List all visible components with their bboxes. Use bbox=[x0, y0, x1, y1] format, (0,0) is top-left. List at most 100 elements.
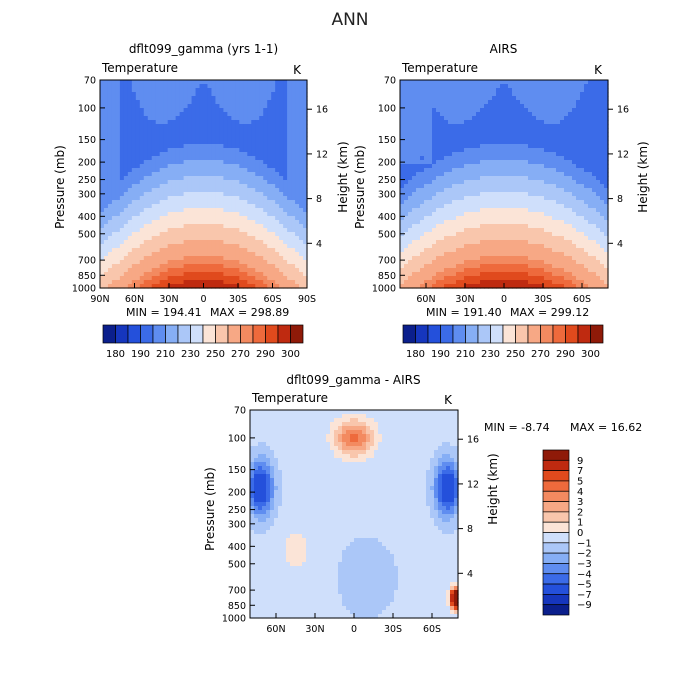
obs-field-cell bbox=[464, 232, 469, 237]
model-field-cell bbox=[295, 228, 300, 233]
model-field-cell bbox=[223, 168, 228, 173]
model-colorbar-swatch bbox=[115, 324, 129, 344]
model-field-cell bbox=[291, 236, 296, 241]
model-field-cell bbox=[167, 200, 173, 205]
model-field-cell bbox=[139, 180, 145, 185]
model-field-cell bbox=[243, 80, 248, 85]
obs-field-cell bbox=[536, 144, 541, 149]
model-field-cell bbox=[283, 180, 288, 185]
obs-field-cell bbox=[408, 132, 413, 137]
model-field-cell bbox=[291, 248, 296, 253]
model-field-cell bbox=[135, 252, 141, 257]
model-field-cell bbox=[123, 204, 129, 209]
model-field-cell bbox=[179, 88, 185, 93]
model-field-cell bbox=[283, 92, 288, 97]
model-field-cell bbox=[159, 268, 165, 273]
model-field-cell bbox=[127, 164, 133, 169]
model-field-cell bbox=[187, 160, 193, 165]
obs-field-cell bbox=[604, 144, 609, 149]
obs-field-cell bbox=[528, 92, 533, 97]
model-field-cell bbox=[159, 120, 165, 125]
model-field-cell bbox=[119, 232, 125, 237]
obs-field-cell bbox=[504, 88, 509, 93]
obs-field-cell bbox=[540, 204, 545, 209]
obs-field-cell bbox=[472, 184, 477, 189]
obs-field-cell bbox=[564, 144, 569, 149]
model-y2-tick-label: 12 bbox=[316, 149, 328, 160]
model-field-cell bbox=[191, 92, 197, 97]
obs-field-cell bbox=[524, 80, 529, 85]
obs-field-cell bbox=[540, 116, 545, 121]
model-field-cell bbox=[247, 256, 252, 261]
obs-field-cell bbox=[444, 208, 449, 213]
model-field-cell bbox=[123, 208, 129, 213]
obs-field-cell bbox=[556, 188, 561, 193]
obs-field-cell bbox=[604, 120, 609, 125]
model-field-cell bbox=[123, 124, 129, 129]
model-field-cell bbox=[239, 180, 244, 185]
obs-field-cell bbox=[412, 248, 417, 253]
model-field-cell bbox=[179, 112, 185, 117]
model-field-cell bbox=[159, 84, 165, 89]
model-field-cell bbox=[107, 168, 113, 173]
model-field-cell bbox=[163, 228, 169, 233]
obs-field-cell bbox=[404, 200, 409, 205]
model-field-cell bbox=[243, 224, 248, 229]
model-field-cell bbox=[303, 164, 308, 169]
model-field-cell bbox=[271, 208, 276, 213]
model-field-cell bbox=[211, 128, 217, 133]
model-field-cell bbox=[191, 100, 197, 105]
model-field-cell bbox=[287, 116, 292, 121]
obs-field-cell bbox=[520, 204, 525, 209]
obs-field-cell bbox=[504, 220, 509, 225]
obs-field-cell bbox=[468, 124, 473, 129]
obs-field-cell bbox=[416, 144, 421, 149]
obs-field-cell bbox=[516, 96, 521, 101]
obs-field-cell bbox=[576, 104, 581, 109]
obs-field-cell bbox=[532, 208, 537, 213]
model-field-cell bbox=[100, 84, 105, 89]
obs-field-cell bbox=[552, 184, 557, 189]
model-field-cell bbox=[211, 84, 217, 89]
obs-field-cell bbox=[464, 204, 469, 209]
obs-field-cell bbox=[568, 220, 573, 225]
model-field-cell bbox=[267, 136, 272, 141]
obs-field-cell bbox=[416, 120, 421, 125]
model-field-cell bbox=[275, 144, 280, 149]
obs-field-cell bbox=[480, 136, 485, 141]
model-field-cell bbox=[247, 216, 252, 221]
obs-field-cell bbox=[424, 232, 429, 237]
model-field-cell bbox=[251, 172, 256, 177]
obs-field-cell bbox=[452, 244, 457, 249]
obs-field-cell bbox=[468, 220, 473, 225]
obs-field-cell bbox=[456, 104, 461, 109]
model-field-cell bbox=[243, 108, 248, 113]
obs-field-cell bbox=[556, 152, 561, 157]
obs-field-cell bbox=[568, 116, 573, 121]
model-field-cell bbox=[211, 108, 217, 113]
obs-field-cell bbox=[428, 132, 433, 137]
obs-field-cell bbox=[400, 96, 405, 101]
model-field-cell bbox=[259, 232, 264, 237]
model-field-cell bbox=[100, 264, 105, 269]
obs-field-cell bbox=[508, 112, 513, 117]
obs-field-cell bbox=[508, 184, 513, 189]
model-field-cell bbox=[299, 144, 304, 149]
model-field-cell bbox=[231, 212, 236, 217]
obs-field-cell bbox=[476, 116, 481, 121]
obs-field-cell bbox=[408, 240, 413, 245]
model-field-cell bbox=[155, 204, 161, 209]
obs-field-cell bbox=[424, 212, 429, 217]
obs-field-cell bbox=[488, 152, 493, 157]
obs-field-cell bbox=[552, 244, 557, 249]
model-field-cell bbox=[191, 236, 197, 241]
model-field-cell bbox=[191, 144, 197, 149]
obs-field-cell bbox=[460, 120, 465, 125]
model-field-cell bbox=[211, 252, 217, 257]
obs-field-cell bbox=[520, 192, 525, 197]
model-field-cell bbox=[303, 200, 308, 205]
obs-field-cell bbox=[464, 108, 469, 113]
obs-field-cell bbox=[600, 208, 605, 213]
obs-field-cell bbox=[492, 220, 497, 225]
obs-field-cell bbox=[560, 144, 565, 149]
